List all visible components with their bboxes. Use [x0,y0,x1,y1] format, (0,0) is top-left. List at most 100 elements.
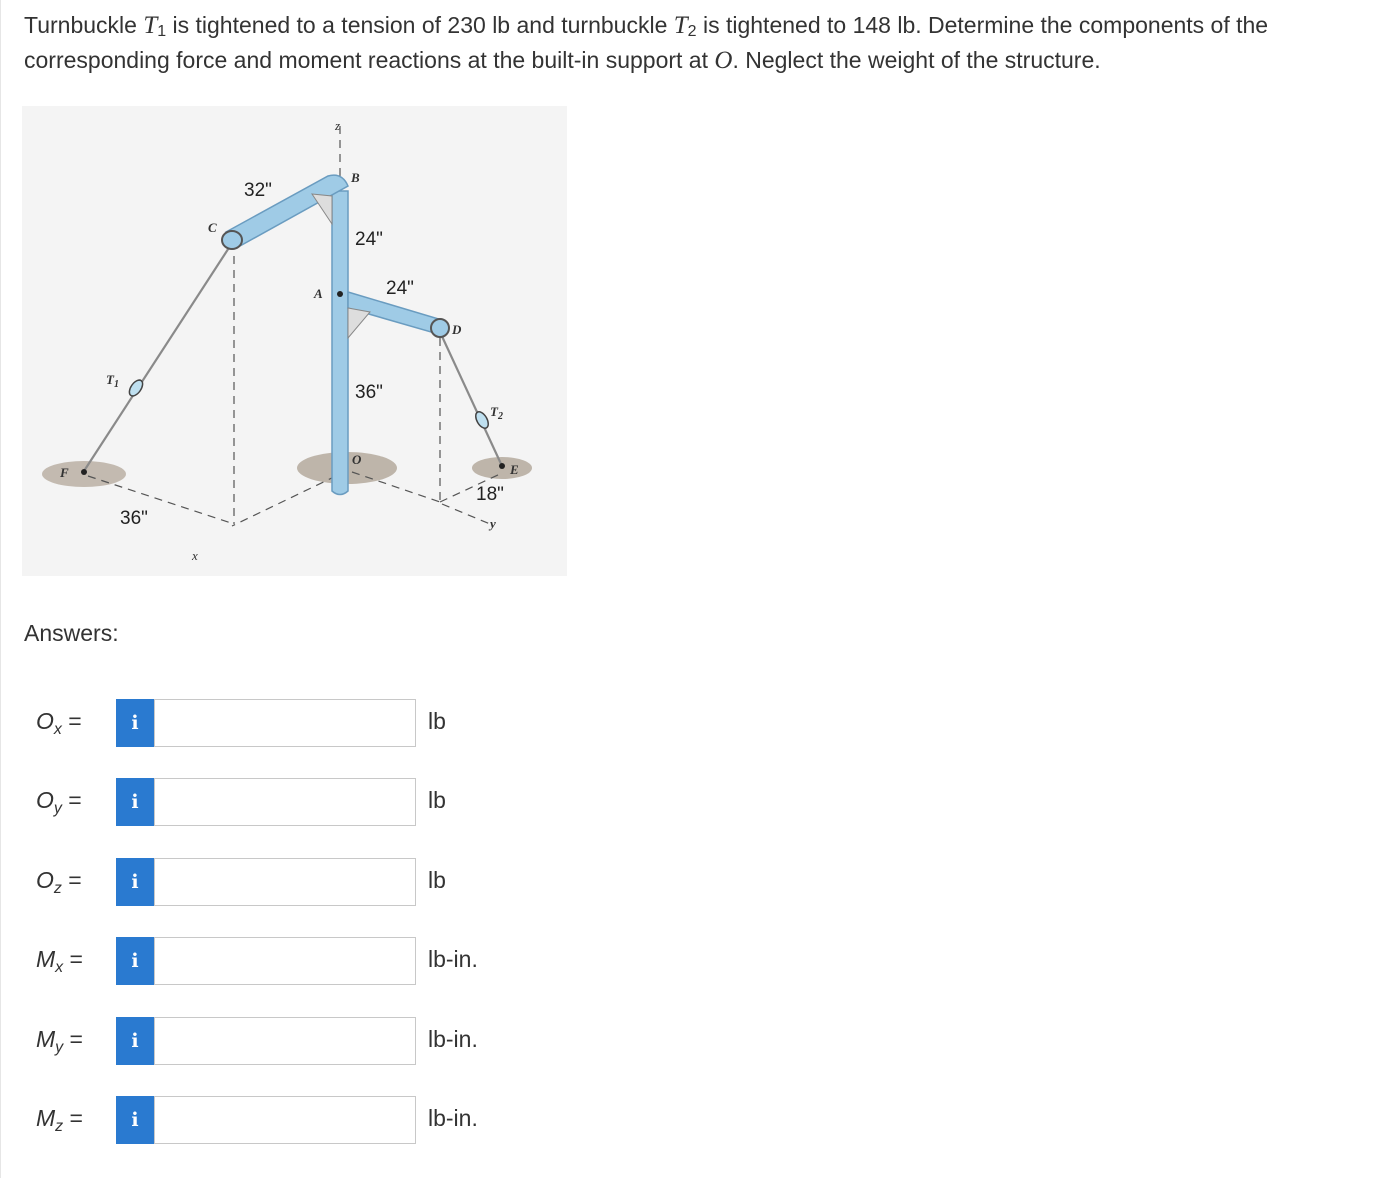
label-t1-letter: T [106,372,115,387]
answer-input-mx[interactable] [154,937,416,985]
variable-label-oy: Oy = [36,787,106,817]
turnbuckle-t2 [475,411,489,429]
dim-32: 32" [244,180,272,201]
variable-subscript: y [53,800,62,817]
equals-sign: = [61,867,82,893]
answer-row-oy: Oy = i lb [0,778,600,828]
label-x: x [191,548,198,563]
problem-text-4: . Neglect the weight of the structure. [732,47,1101,73]
info-button[interactable]: i [116,1096,154,1144]
point-a-dot [337,291,343,297]
problem-text-3: is tightened to 148 lb. Determine the co… [24,12,1269,73]
variable-label-mz: Mz = [36,1105,106,1135]
variable-symbol: M [36,946,56,972]
dash-o-y [351,471,441,503]
pipe-b-c [224,174,349,247]
equals-sign: = [63,1105,83,1131]
label-t2: T2 [490,404,503,422]
figure-background [22,106,567,576]
unit-label: lb [428,708,446,734]
equals-sign: = [61,787,82,813]
point-e-dot [499,463,505,469]
t2-subscript: 2 [687,23,697,40]
label-t2-letter: T [490,404,499,419]
answers-heading: Answers: [24,620,119,646]
variable-symbol: O [36,708,54,734]
problem-statement: Turnbuckle T1 is tightened to a tension … [24,8,1364,78]
answer-input-ox[interactable] [154,699,416,747]
label-d: D [451,322,462,337]
info-button[interactable]: i [116,1017,154,1065]
variable-label-oz: Oz = [36,867,106,897]
equals-sign: = [63,1026,83,1052]
answer-input-mz[interactable] [154,1096,416,1144]
label-z: z [334,118,340,133]
dim-18: 18" [476,484,504,505]
info-button[interactable]: i [116,858,154,906]
variable-subscript: x [55,959,64,976]
variable-symbol: O [36,787,54,813]
dash-f-x [87,475,235,525]
point-f-dot [81,469,87,475]
label-t1-sub: 1 [114,379,119,390]
unit-label: lb [428,867,446,893]
t1-symbol: T [143,12,158,39]
unit-label: lb-in. [428,1026,478,1052]
dash-y-axis [441,503,491,525]
variable-label-my: My = [36,1026,106,1056]
info-button[interactable]: i [116,937,154,985]
cable-d-e [439,331,503,467]
problem-text-2: is tightened to a tension of 230 lb and … [166,12,674,38]
left-border [0,0,1,1178]
label-b: B [350,170,360,185]
answer-input-oy[interactable] [154,778,416,826]
answer-row-oz: Oz = i lb [0,858,600,908]
variable-symbol: M [36,1026,56,1052]
label-f: F [59,465,69,480]
label-t2-sub: 2 [497,411,503,422]
gusset-mid [347,307,371,340]
variable-subscript: y [55,1039,64,1056]
label-t1: T1 [106,372,119,390]
label-c: C [208,220,217,235]
equals-sign: = [63,946,83,972]
variable-label-mx: Mx = [36,946,106,976]
t1-subscript: 1 [157,23,167,40]
info-button[interactable]: i [116,699,154,747]
variable-symbol: M [36,1105,56,1131]
dash-o-x [231,475,337,527]
unit-label: lb-in. [428,1105,478,1131]
dim-24-horizontal: 24" [386,278,414,299]
turnbuckle-t1 [128,379,144,397]
answer-row-my: My = i lb-in. [0,1017,600,1067]
label-e: E [509,462,519,477]
label-a: A [313,286,323,301]
structure-figure: z B C A D T1 T2 F O E x y 32" 24" 24" 36… [22,106,567,576]
label-o: O [352,452,362,467]
pipe-vertical [331,190,349,496]
answer-row-mx: Mx = i lb-in. [0,937,600,987]
dim-36-ground: 36" [120,508,148,529]
answer-input-my[interactable] [154,1017,416,1065]
variable-subscript: x [53,721,62,738]
answer-input-oz[interactable] [154,858,416,906]
end-cap-c [221,230,243,250]
variable-symbol: O [36,867,54,893]
answer-row-mz: Mz = i lb-in. [0,1096,600,1146]
variable-subscript: z [55,1118,64,1135]
answer-row-ox: Ox = i lb [0,699,600,749]
cable-f-c [83,239,235,472]
t2-symbol: T [673,12,688,39]
structure-diagram: z B C A D T1 T2 F O E x y 32" 24" 24" 36… [22,106,567,576]
dim-36-vertical: 36" [355,382,383,403]
unit-label: lb [428,787,446,813]
o-symbol: O [714,47,733,74]
unit-label: lb-in. [428,946,478,972]
dash-e [439,473,501,503]
info-button[interactable]: i [116,778,154,826]
gusset-top [310,193,333,226]
variable-label-ox: Ox = [36,708,106,738]
label-y: y [488,516,496,531]
variable-subscript: z [53,880,62,897]
end-cap-d [430,318,450,338]
